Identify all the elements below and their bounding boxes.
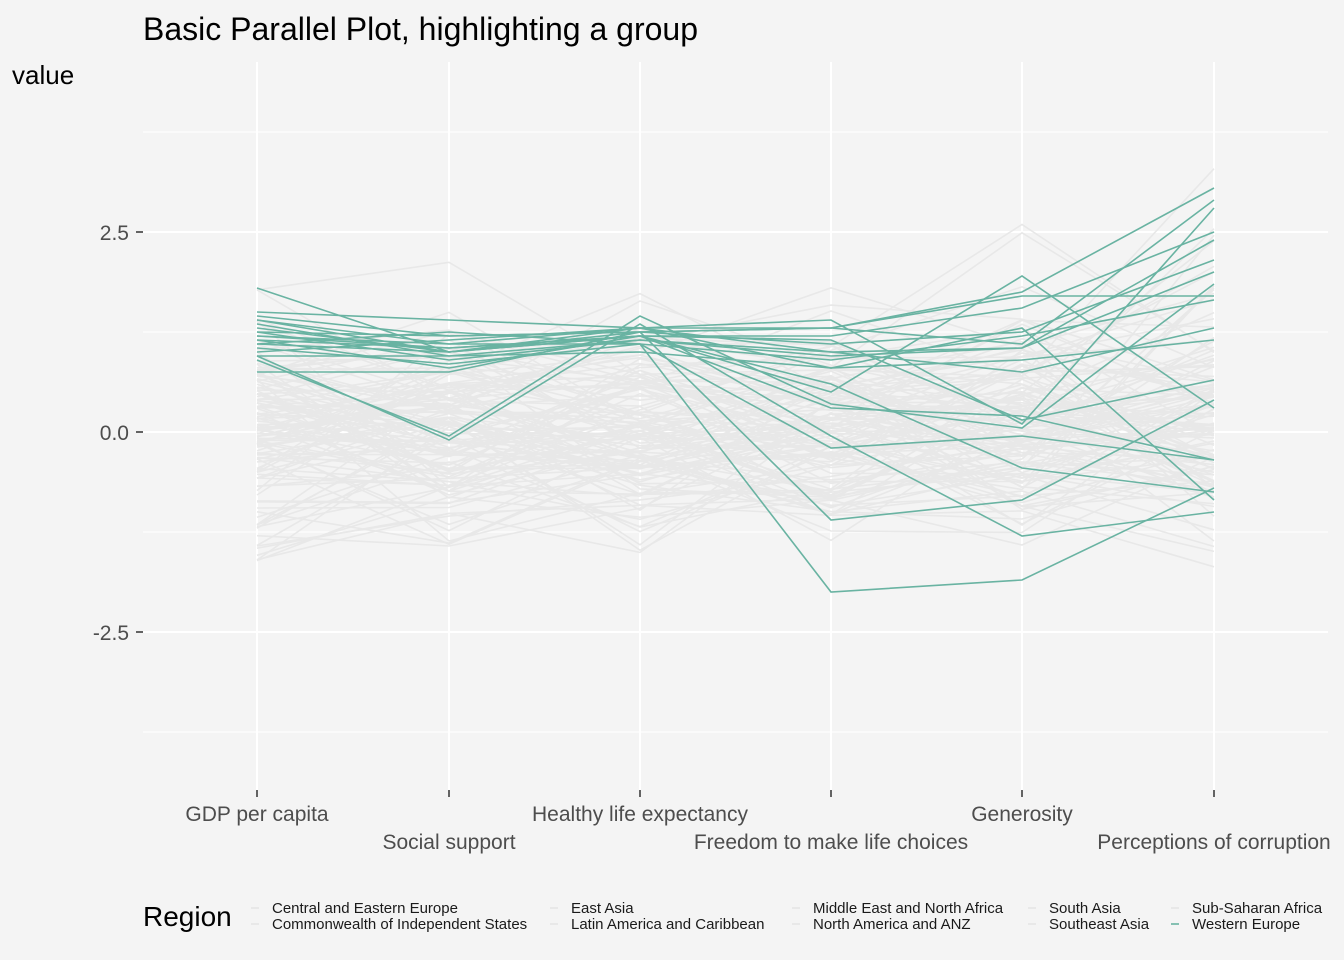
series-line-other <box>256 456 1215 562</box>
highlighted-series-lines <box>256 187 1215 593</box>
series-line-other <box>256 363 1215 484</box>
series-line-other <box>256 228 1215 464</box>
series-line-western-europe <box>256 343 1215 461</box>
series-line-other <box>256 395 1215 542</box>
x-tick-label: Perceptions of corruption <box>1097 831 1330 854</box>
series-line-other <box>256 365 1215 459</box>
y-axis-label: value <box>12 60 74 90</box>
series-line-other <box>256 372 1215 500</box>
series-line-other <box>256 261 1215 441</box>
series-line-western-europe <box>256 187 1215 337</box>
series-line-other <box>256 168 1215 437</box>
series-line-other <box>256 319 1215 429</box>
series-line-other <box>256 346 1215 474</box>
series-line-other <box>256 404 1215 490</box>
series-line-western-europe <box>256 283 1215 437</box>
legend-title: Region <box>143 901 232 932</box>
legend-label: Southeast Asia <box>1049 916 1150 933</box>
legend-label: East Asia <box>571 900 634 917</box>
legend-label: Western Europe <box>1192 916 1300 933</box>
legend-label: Sub-Saharan Africa <box>1192 900 1323 917</box>
series-line-other <box>256 457 1215 544</box>
series-line-other <box>256 352 1215 445</box>
x-tick-label: GDP per capita <box>185 803 329 826</box>
legend: Region Central and Eastern EuropeCommonw… <box>143 900 1323 933</box>
legend-label: Latin America and Caribbean <box>571 916 764 933</box>
legend-label: Central and Eastern Europe <box>272 900 458 917</box>
series-line-other <box>256 411 1215 519</box>
series-line-western-europe <box>257 331 1215 521</box>
series-line-other <box>256 340 1215 547</box>
x-tick-label: Freedom to make life choices <box>694 831 968 854</box>
series-line-other <box>256 365 1215 438</box>
legend-label: Middle East and North Africa <box>813 900 1004 917</box>
series-line-other <box>256 370 1215 499</box>
series-line-other <box>256 367 1215 445</box>
x-tick-label: Healthy life expectancy <box>532 803 748 826</box>
chart-title: Basic Parallel Plot, highlighting a grou… <box>143 11 698 47</box>
series-line-other <box>256 417 1215 506</box>
series-line-other <box>256 298 1215 404</box>
series-line-western-europe <box>256 331 1215 593</box>
series-line-other <box>256 429 1215 532</box>
background-series-lines <box>256 168 1215 568</box>
series-line-western-europe <box>256 295 1214 353</box>
series-line-western-europe <box>256 323 1215 537</box>
series-line-other <box>256 327 1215 435</box>
legend-label: North America and ANZ <box>813 916 971 933</box>
series-line-western-europe <box>256 319 1215 501</box>
y-tick-label: -2.5 <box>93 622 129 645</box>
x-tick-label: Generosity <box>971 803 1073 826</box>
x-tick-label: Social support <box>382 831 515 854</box>
series-line-western-europe <box>256 207 1215 426</box>
axes: -2.5 0.0 2.5 GDP per capita Social support He… <box>93 222 1331 854</box>
series-line-other <box>256 381 1215 483</box>
y-tick-label: 2.5 <box>100 222 129 245</box>
y-tick-label: 0.0 <box>100 422 129 445</box>
series-line-other <box>256 223 1215 385</box>
series-line-other <box>256 347 1215 499</box>
legend-label: Commonwealth of Independent States <box>272 916 527 933</box>
series-line-western-europe <box>256 271 1215 353</box>
series-line-other <box>256 433 1215 468</box>
series-line-other <box>256 349 1215 528</box>
series-line-other <box>256 292 1215 436</box>
legend-label: South Asia <box>1049 900 1121 917</box>
series-line-other <box>256 375 1215 457</box>
